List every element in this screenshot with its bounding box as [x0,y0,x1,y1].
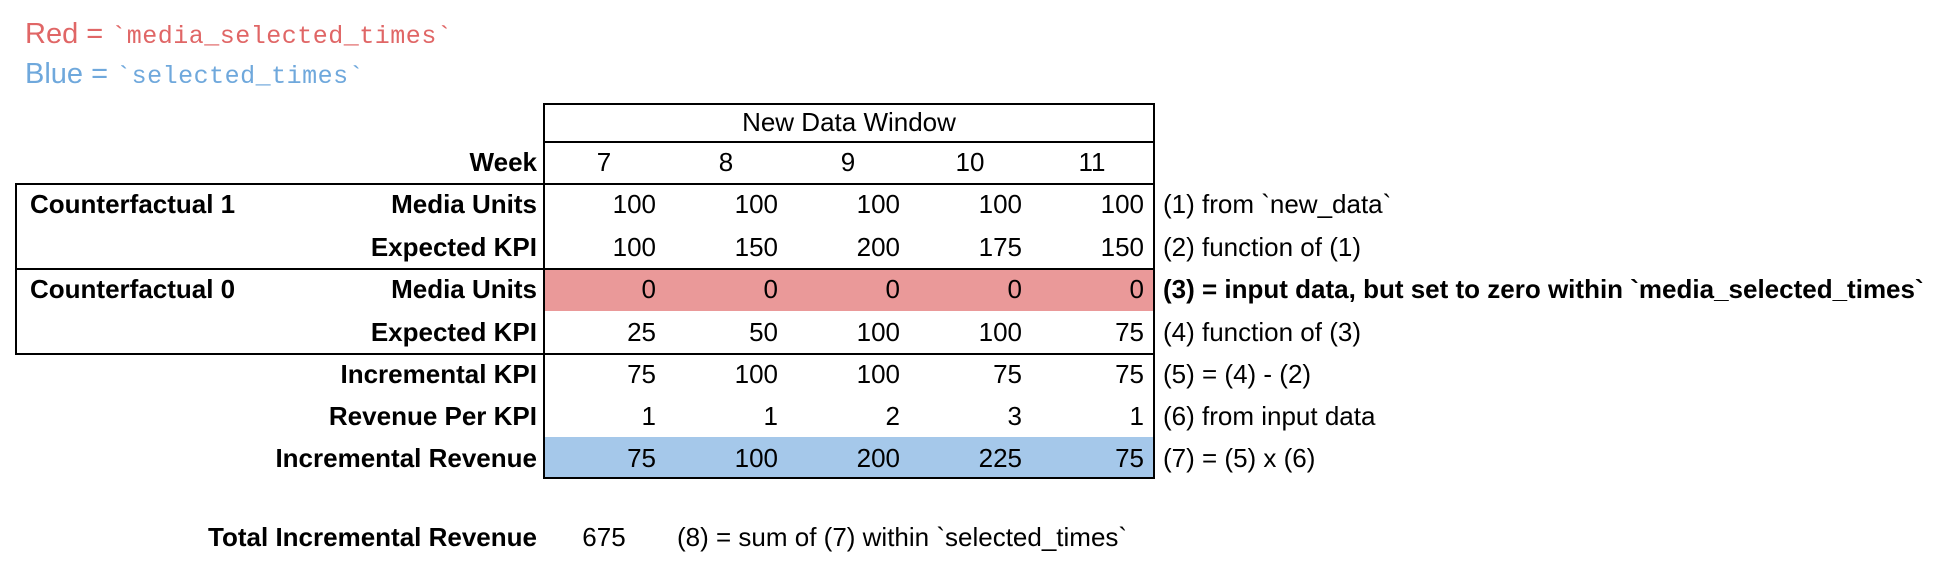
data-cell: 75 [1115,443,1144,473]
data-cell: 100 [978,189,1022,219]
annotation-5: (5) = (4) - (2) [1163,359,1312,389]
data-cell: 100 [734,359,778,389]
annotation-3: (3) = input data, but set to zero within… [1163,274,1924,304]
data-cell: 3 [1007,401,1022,431]
data-cell: 100 [612,189,656,219]
data-cell: 100 [734,443,778,473]
data-cell: 75 [1115,359,1144,389]
border-grid-bottom [543,477,1155,479]
data-cell: 100 [856,359,900,389]
data-cell: 100 [734,189,778,219]
group-label-counterfactual-1: Counterfactual 1 [30,189,236,219]
week-col-header: 10 [955,147,985,177]
data-cell: 175 [978,232,1022,262]
total-incremental-revenue-label: Total Incremental Revenue [208,522,537,552]
week-row-label: Week [469,147,537,177]
data-cell: 100 [856,317,900,347]
legend-red-line: Red = `media_selected_times` [25,16,452,55]
border-below-week-row [15,183,1155,185]
group-label-counterfactual-0: Counterfactual 0 [30,274,236,304]
data-cell: 1 [763,401,778,431]
border-grid-top [543,103,1155,105]
new-data-window-header: New Data Window [742,107,956,137]
data-cell: 100 [612,232,656,262]
data-cell: 0 [1129,274,1144,304]
data-cell: 75 [1115,317,1144,347]
data-cell: 0 [1007,274,1022,304]
annotation-8: (8) = sum of (7) within `selected_times` [677,522,1128,552]
legend-blue-equals: = [83,58,117,90]
week-col-header: 8 [718,147,734,177]
data-cell: 100 [978,317,1022,347]
data-cell: 100 [1100,189,1144,219]
annotation-4: (4) function of (3) [1163,317,1361,347]
data-cell: 1 [641,401,656,431]
row-label: Media Units [391,274,537,304]
row-label: Incremental Revenue [275,443,537,473]
row-label: Revenue Per KPI [328,401,537,431]
data-cell: 0 [885,274,900,304]
legend-red-equals: = [78,18,112,50]
annotation-6: (6) from input data [1163,401,1376,431]
row-label: Expected KPI [370,317,537,347]
data-cell: 100 [856,189,900,219]
border-grid-left [543,103,545,479]
data-cell: 150 [734,232,778,262]
data-cell: 75 [627,359,656,389]
data-cell: 0 [763,274,778,304]
data-cell: 50 [749,317,778,347]
legend-blue-code: `selected_times` [116,62,365,91]
legend-red-code: `media_selected_times` [111,22,453,51]
row-label: Expected KPI [370,232,537,262]
border-below-header [543,141,1155,143]
data-cell: 75 [627,443,656,473]
annotation-1: (1) from `new_data` [1163,189,1392,219]
red-highlight-band [545,270,1153,311]
annotation-2: (2) function of (1) [1163,232,1361,262]
data-cell: 200 [856,232,900,262]
data-cell: 75 [993,359,1022,389]
data-cell: 2 [885,401,900,431]
row-label: Incremental KPI [340,359,537,389]
data-cell: 225 [978,443,1022,473]
data-cell: 150 [1100,232,1144,262]
total-incremental-revenue-value: 675 [582,522,626,552]
border-label-box-left [15,183,17,355]
week-col-header: 11 [1078,147,1106,177]
legend-blue-line: Blue = `selected_times` [25,56,364,95]
border-grid-right [1153,103,1155,479]
legend-red-name: Red [25,18,79,50]
week-col-header: 9 [840,147,856,177]
week-col-header: 7 [596,147,612,177]
data-cell: 25 [627,317,656,347]
border-below-counterfactual-0 [15,353,1155,355]
legend-blue-name: Blue [25,58,84,90]
data-cell: 200 [856,443,900,473]
row-label: Media Units [391,189,537,219]
data-cell: 0 [641,274,656,304]
blue-highlight-band [545,437,1153,477]
annotation-7: (7) = (5) x (6) [1163,443,1316,473]
data-cell: 1 [1129,401,1144,431]
border-between-counterfactuals [15,268,1155,270]
